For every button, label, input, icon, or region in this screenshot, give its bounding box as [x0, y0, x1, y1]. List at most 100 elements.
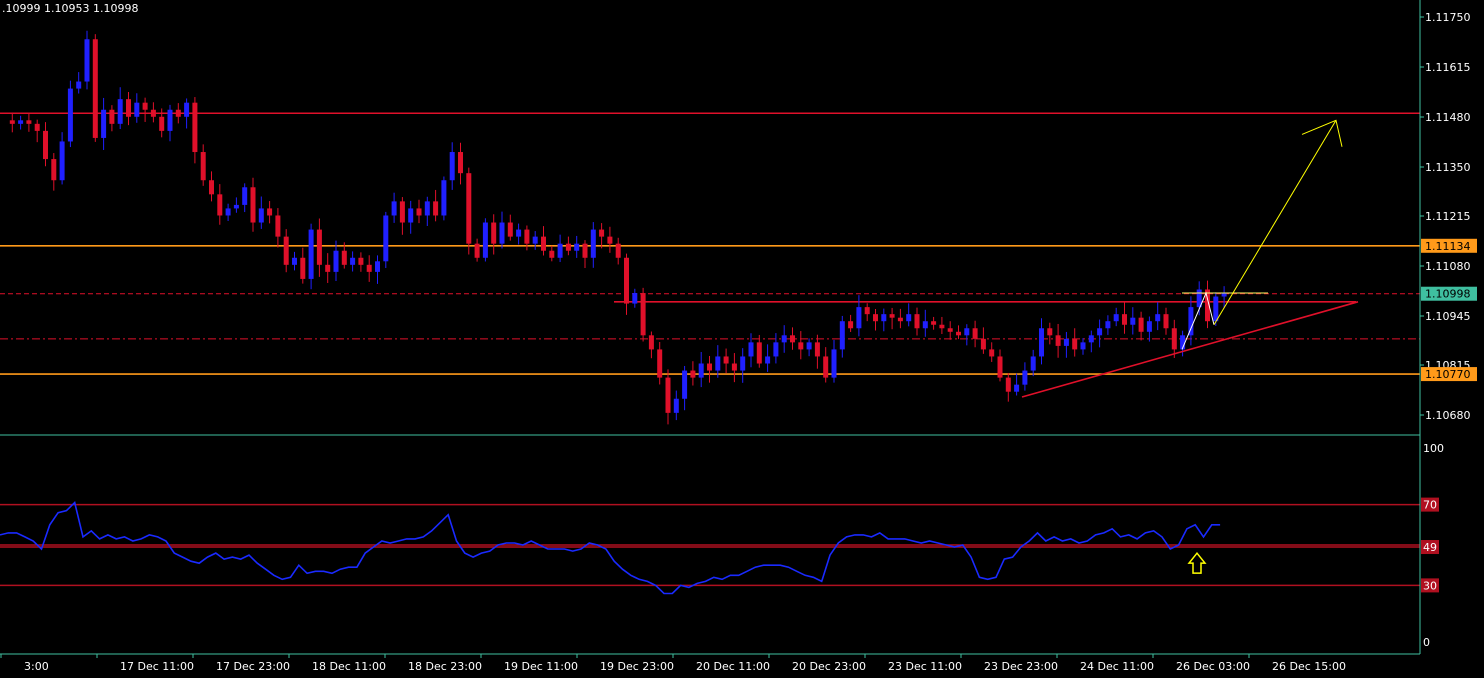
candle	[939, 316, 945, 334]
candle	[972, 320, 978, 348]
candle-body	[1072, 338, 1078, 350]
candle	[416, 199, 422, 224]
candle-body	[856, 307, 862, 329]
current-price-badge-text: 1.10998	[1425, 288, 1471, 301]
candle	[449, 142, 455, 190]
candle-body	[590, 229, 596, 258]
price-tick-label: 1.11215	[1425, 210, 1471, 223]
rsi-axis-label: 100	[1423, 442, 1444, 455]
candle-body	[233, 204, 239, 209]
candle-body	[225, 208, 231, 216]
candle	[582, 240, 588, 268]
candle-body	[1130, 317, 1136, 325]
candle-body	[831, 349, 837, 378]
candle-body	[316, 229, 322, 265]
candle	[175, 103, 181, 124]
current-price-badge: 1.10998	[1421, 286, 1477, 301]
candle	[839, 315, 845, 358]
candle-body	[790, 335, 795, 343]
candle	[848, 314, 854, 332]
candle-body	[109, 109, 115, 124]
candle-body	[1022, 370, 1028, 385]
candle	[914, 307, 920, 336]
candle	[524, 225, 530, 251]
candle	[1213, 292, 1219, 326]
candle	[167, 104, 173, 142]
candle-body	[1097, 328, 1103, 336]
candle	[507, 214, 513, 241]
candle-body	[283, 236, 289, 265]
candle-body	[250, 187, 256, 223]
candle-body	[889, 314, 895, 318]
candle	[292, 251, 297, 271]
candle-body	[632, 293, 638, 304]
candle	[192, 97, 198, 164]
candle-body	[275, 215, 281, 237]
candle-body	[308, 229, 314, 279]
candle-body	[391, 201, 397, 216]
candle	[267, 201, 273, 224]
candle	[92, 34, 98, 142]
candle	[897, 308, 903, 329]
candle-body	[549, 250, 555, 258]
candle-body	[1030, 356, 1036, 371]
candle-body	[43, 130, 48, 160]
candle-body	[333, 250, 339, 272]
candle	[773, 333, 779, 364]
candle	[350, 251, 356, 272]
buy-signal-arrow-icon	[1187, 551, 1207, 574]
candle-body	[1188, 307, 1194, 336]
candle	[308, 223, 314, 290]
rsi-level-badge	[1421, 578, 1439, 593]
candle	[748, 333, 754, 368]
candle	[1188, 296, 1194, 346]
candle	[59, 132, 65, 185]
candle	[931, 316, 937, 330]
candle	[806, 338, 812, 357]
time-tick-label: 17 Dec 11:00	[120, 660, 194, 673]
candle	[341, 242, 347, 269]
time-tick-label: 17 Dec 23:00	[216, 660, 290, 673]
candle-body	[92, 39, 98, 138]
candle-body	[84, 39, 90, 82]
candle-body	[873, 314, 878, 322]
candle	[1014, 373, 1020, 396]
candle	[574, 235, 580, 258]
candle-body	[159, 116, 165, 131]
candle	[1080, 338, 1086, 355]
candle-body	[375, 261, 380, 272]
candle-body	[781, 335, 787, 343]
candle-body	[748, 342, 754, 357]
candle	[1005, 372, 1011, 402]
candle	[184, 98, 190, 129]
candle	[1113, 307, 1119, 327]
rsi-axis-label: 70	[1423, 499, 1437, 512]
candle	[756, 334, 762, 368]
candle	[906, 303, 912, 327]
candle-body	[1213, 296, 1219, 322]
candle	[1088, 330, 1094, 353]
candle-body	[814, 342, 820, 357]
price-tick-label: 1.11350	[1425, 161, 1471, 174]
candle-body	[1113, 314, 1119, 322]
candle	[731, 353, 737, 383]
candle-body	[192, 102, 198, 153]
rsi-axis-label: 49	[1423, 541, 1437, 554]
time-tick-label: 24 Dec 11:00	[1080, 660, 1154, 673]
candle-body	[474, 243, 480, 258]
candle-body	[798, 342, 804, 350]
price-tick-label: 1.11480	[1425, 111, 1471, 124]
candle-body	[698, 363, 704, 378]
candle	[798, 331, 804, 360]
candle	[648, 331, 654, 359]
candle-body	[997, 356, 1003, 378]
candle-body	[914, 314, 920, 329]
candle	[1072, 328, 1078, 357]
candle-body	[1055, 335, 1061, 346]
candle-body	[1014, 384, 1020, 392]
candle-body	[350, 257, 356, 265]
candle-body	[1138, 317, 1144, 332]
candle	[383, 211, 389, 268]
candle	[922, 309, 928, 337]
